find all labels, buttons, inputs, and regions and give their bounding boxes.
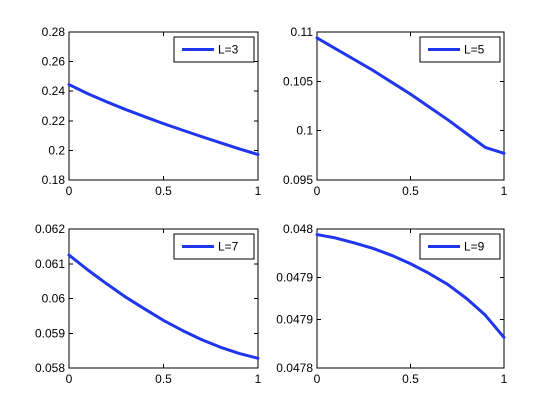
series-line [67,83,260,157]
y-tick-label: 0.06 [42,292,66,306]
x-tick-label: 0.5 [402,184,419,198]
y-tick-label: 0.062 [35,222,65,236]
y-tick-label: 0.18 [42,173,66,187]
legend: L=3 [173,36,255,63]
legend-label: L=9 [464,240,485,254]
chart-panel-1: 0 0.5 1 0.18 0.2 0.22 0.24 0.26 0.28 L=3 [42,25,262,198]
series-line [67,253,260,360]
legend-label: L=7 [218,240,239,254]
x-tick-label: 1 [255,372,262,386]
y-tick-label: 0.048 [283,222,313,236]
x-tick-label: 0 [66,372,73,386]
x-tick-label: 1 [501,372,508,386]
x-tick-label: 0 [314,184,321,198]
chart-panel-3: 0 0.5 1 0.058 0.059 0.06 0.061 0.062 L=7 [35,222,262,386]
y-tick-label: 0.061 [35,257,65,271]
x-tick-label: 0.5 [155,372,172,386]
y-tick-label: 0.22 [42,114,66,128]
y-tick-label: 0.059 [35,326,65,340]
x-tick-label: 0.5 [155,184,172,198]
chart-panel-4: 0 0.5 1 0.0478 0.0479 0.0479 0.048 L=9 [276,222,507,386]
legend-label: L=5 [464,43,485,57]
series-line [315,233,506,339]
legend: L=9 [419,233,501,260]
y-tick-label: 0.105 [283,74,313,88]
legend-label: L=3 [218,43,239,57]
y-tick-label: 0.11 [291,25,314,39]
y-tick-label: 0.1 [296,124,313,138]
y-tick-label: 0.0479 [276,312,313,326]
x-tick-label: 0 [66,184,73,198]
y-tick-label: 0.28 [42,25,66,39]
series-line [315,36,506,155]
y-tick-label: 0.0479 [276,271,313,285]
y-tick-label: 0.0478 [276,361,313,375]
y-tick-label: 0.24 [42,84,66,98]
y-tick-label: 0.095 [283,173,313,187]
y-tick-label: 0.26 [42,55,66,69]
x-tick-label: 1 [501,184,508,198]
y-tick-label: 0.058 [35,361,65,375]
x-tick-label: 0.5 [402,372,419,386]
chart-panel-2: 0 0.5 1 0.095 0.1 0.105 0.11 L=5 [283,25,508,198]
x-tick-label: 0 [314,372,321,386]
x-tick-label: 1 [255,184,262,198]
y-tick-label: 0.2 [48,143,65,157]
legend: L=5 [419,36,501,63]
legend: L=7 [173,233,255,260]
